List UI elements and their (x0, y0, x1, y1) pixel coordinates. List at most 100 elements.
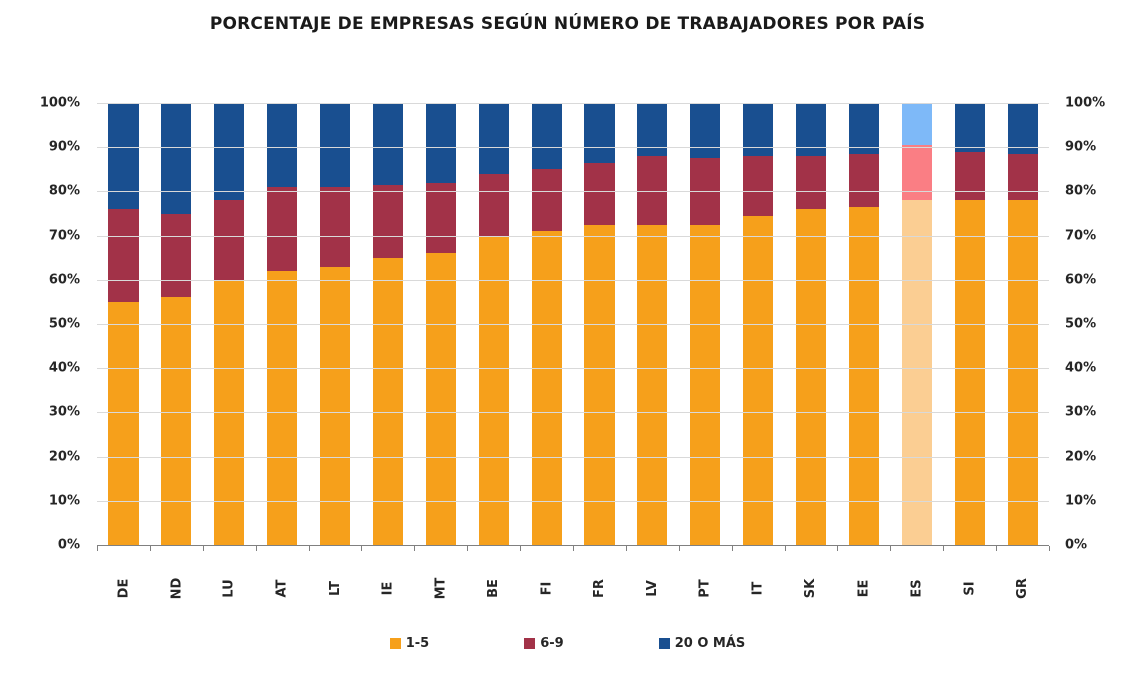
x-tick (361, 546, 414, 551)
x-label-slot: LV (626, 553, 679, 601)
gridline-50% (97, 324, 1049, 325)
x-label-SK: SK (803, 578, 819, 599)
x-axis-ticks (97, 546, 1050, 551)
gridline-60% (97, 279, 1049, 281)
x-tick (837, 546, 890, 551)
y-tick-label: 0% (1065, 537, 1088, 553)
plot-area (97, 103, 1049, 546)
x-tick (731, 546, 785, 551)
segment-FI-20 O MÁS (531, 103, 562, 170)
x-tick (255, 546, 309, 551)
x-tick (678, 546, 732, 551)
segment-LV-1-5 (637, 224, 668, 545)
bar-slot-GR (996, 103, 1049, 545)
segment-LV-6-9 (637, 156, 668, 225)
bar-slot-LV (626, 103, 679, 545)
segment-FR-6-9 (584, 162, 615, 225)
chart-title: PORCENTAJE DE EMPRESAS SEGÚN NÚMERO DE T… (209, 14, 926, 34)
x-label-ES: ES (909, 579, 925, 598)
segment-GR-1-5 (1007, 200, 1038, 545)
segment-ND-1-5 (161, 297, 192, 545)
bar-slot-BE (467, 103, 520, 545)
gridline-70% (97, 235, 1049, 237)
segment-SK-1-5 (795, 209, 827, 545)
segment-LT-20 O MÁS (319, 103, 351, 187)
segment-LU-6-9 (214, 200, 245, 280)
gridline-80% (97, 191, 1049, 193)
x-label-slot: FI (520, 553, 573, 601)
bar-EE (848, 103, 879, 545)
y-tick-label: 70% (1065, 228, 1097, 244)
segment-FR-1-5 (584, 224, 615, 545)
segment-MT-6-9 (425, 182, 456, 254)
y-tick-label: 60% (48, 272, 80, 288)
x-axis-labels: DE ND LU AT LT IE MT BE FI FR LV PT IT SK EE ES SI GR (97, 553, 1049, 601)
x-label-LV: LV (644, 580, 660, 597)
legend: 1-5 6-9 20 O MÁS (0, 636, 1135, 651)
segment-SI-20 O MÁS (954, 103, 985, 152)
segment-FI-1-5 (531, 231, 562, 545)
bar-slot-FI (520, 103, 573, 545)
segment-FI-6-9 (531, 169, 562, 232)
x-label-FI: FI (539, 581, 555, 596)
bar-DE (108, 103, 139, 545)
x-label-slot: GR (996, 553, 1049, 601)
x-tick (97, 546, 150, 551)
x-tick (202, 546, 256, 551)
x-label-GR: GR (1015, 578, 1031, 599)
x-label-slot: DE (97, 553, 150, 601)
bar-BE (478, 103, 509, 545)
y-tick-label: 50% (1065, 316, 1097, 332)
segment-ND-20 O MÁS (161, 103, 192, 214)
bar-AT (267, 103, 298, 545)
segment-AT-20 O MÁS (267, 103, 298, 187)
x-label-IT: IT (750, 581, 766, 596)
x-label-IE: IE (380, 581, 396, 596)
x-label-DE: DE (115, 578, 131, 599)
gridline-20% (97, 456, 1049, 458)
segment-ND-6-9 (161, 213, 192, 298)
segment-IT-1-5 (743, 215, 774, 545)
x-label-slot: PT (679, 553, 732, 601)
bar-ND (161, 103, 192, 545)
segment-BE-1-5 (478, 235, 509, 545)
segment-PT-1-5 (690, 224, 721, 545)
segment-AT-1-5 (267, 270, 298, 545)
segment-DE-20 O MÁS (108, 103, 139, 210)
segment-MT-1-5 (425, 253, 456, 545)
bar-slot-ND (150, 103, 203, 545)
segment-SI-6-9 (954, 151, 985, 201)
x-label-PT: PT (697, 579, 713, 598)
bar-slot-SK (785, 103, 838, 545)
y-tick-label: 10% (1065, 493, 1097, 509)
bar-IE (372, 103, 403, 545)
bar-slot-EE (837, 103, 890, 545)
bar-slot-DE (97, 103, 150, 545)
x-tick (625, 546, 679, 551)
bar-slot-AT (256, 103, 309, 545)
x-tick (784, 546, 838, 551)
x-label-AT: AT (274, 579, 290, 598)
segment-AT-6-9 (267, 187, 298, 271)
gridline-10% (97, 500, 1049, 502)
x-label-slot: SK (785, 553, 838, 601)
x-tick (996, 546, 1049, 551)
x-tick (943, 546, 996, 551)
x-label-ND: ND (168, 577, 184, 600)
x-tick (414, 546, 467, 551)
y-tick-label: 90% (48, 139, 80, 155)
legend-item-6-9: 6-9 (524, 636, 564, 651)
x-tick (467, 546, 520, 551)
x-label-BE: BE (486, 579, 502, 598)
x-label-LT: LT (327, 581, 343, 596)
legend-label-1-5: 1-5 (405, 636, 430, 651)
legend-swatch-6-9 (524, 638, 536, 649)
y-tick-label: 70% (48, 228, 80, 244)
gridline-30% (97, 412, 1049, 414)
x-tick (520, 546, 573, 551)
bar-MT (425, 103, 456, 545)
y-tick-label: 60% (1065, 272, 1097, 288)
bar-LT (319, 103, 351, 545)
segment-PT-20 O MÁS (690, 103, 721, 159)
